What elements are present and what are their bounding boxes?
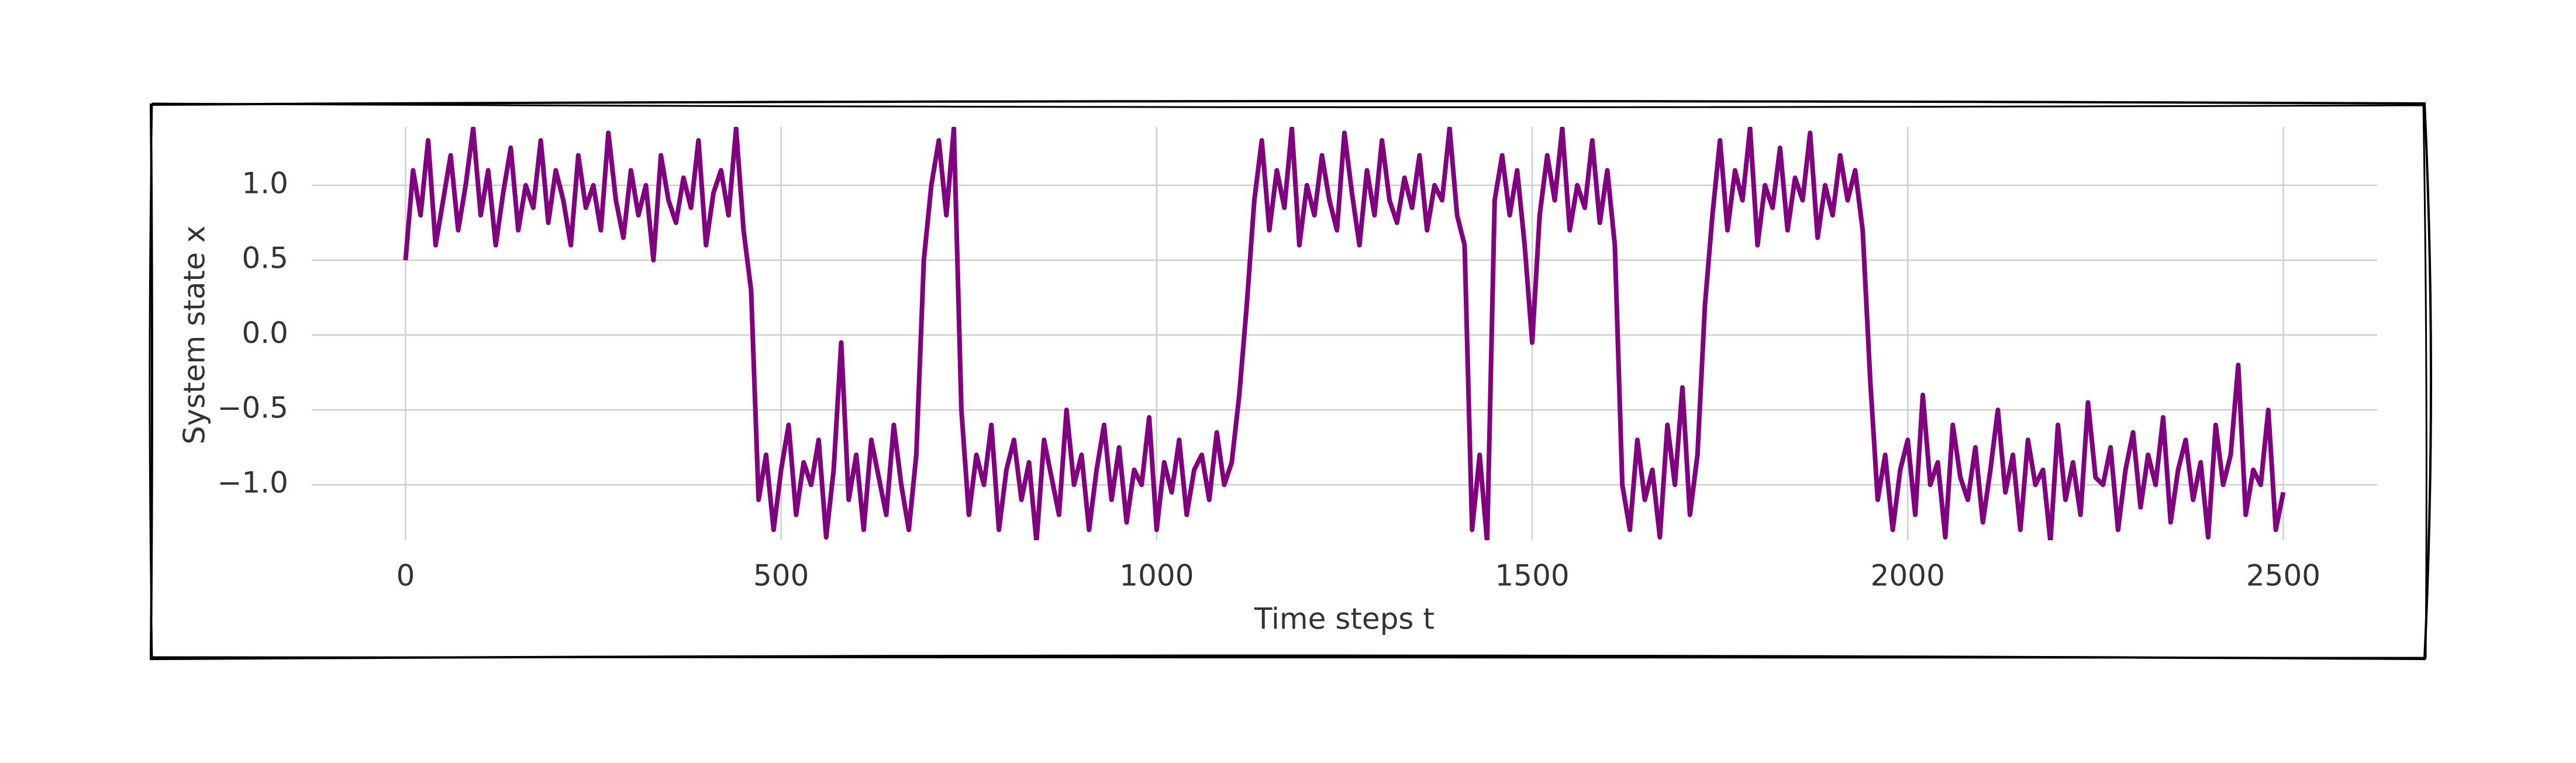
y-tick-label: 0.0 bbox=[242, 316, 288, 350]
sketch-frame bbox=[149, 99, 2432, 661]
line bbox=[403, 127, 2286, 540]
y-tick-label: −1.0 bbox=[218, 466, 288, 500]
x-tick-label: 500 bbox=[753, 559, 809, 593]
labels: −1.0 −0.5 0.0 0.5 1.0 0 500 1000 1500 2000 2500 bbox=[218, 166, 2321, 592]
y-axis-label: System state x bbox=[178, 226, 212, 445]
grid bbox=[312, 127, 2377, 540]
y-tick-label: −0.5 bbox=[218, 391, 288, 425]
x-axis-label: Time steps t bbox=[1254, 602, 1434, 636]
y-tick-label: 0.5 bbox=[242, 241, 288, 275]
plot bbox=[403, 127, 2286, 540]
x-tick-label: 1500 bbox=[1495, 559, 1569, 593]
x-tick-label: 1000 bbox=[1119, 559, 1194, 593]
x-tick-label: 0 bbox=[396, 559, 415, 593]
x-tick-label: 2000 bbox=[1871, 559, 1945, 593]
x-tick-label: 2500 bbox=[2246, 559, 2320, 593]
y-tick-label: 1.0 bbox=[242, 166, 288, 200]
